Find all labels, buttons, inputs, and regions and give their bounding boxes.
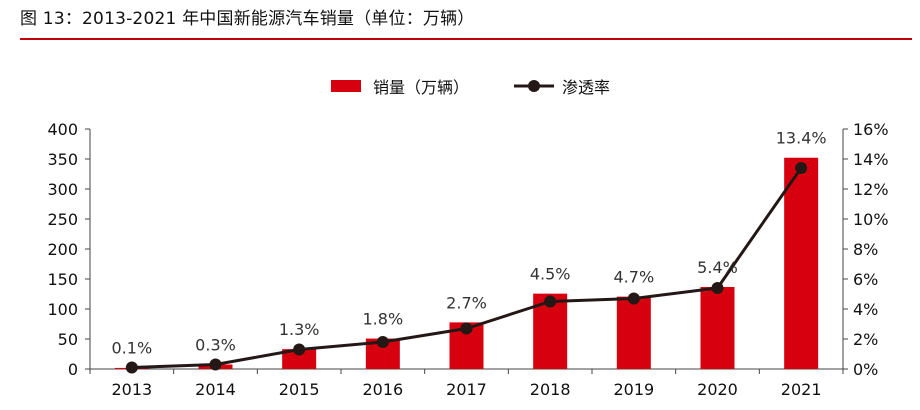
y-right-tick-label: 2%: [853, 330, 878, 349]
y-right-tick-label: 12%: [853, 180, 889, 199]
y-right-tick-label: 10%: [853, 210, 889, 229]
penetration-point-2021: [795, 162, 808, 174]
penetration-line-layer: [125, 162, 808, 374]
penetration-label-2019: 4.7%: [614, 268, 655, 287]
penetration-point-2016: [376, 336, 389, 348]
y-left-tick-label: 0: [68, 360, 78, 379]
x-tick-label: 2020: [697, 380, 738, 399]
y-left-tick-label: 150: [47, 270, 78, 289]
penetration-point-2020: [711, 282, 724, 294]
penetration-label-2015: 1.3%: [279, 320, 320, 339]
x-tick-label: 2015: [279, 380, 320, 399]
y-right-tick-label: 8%: [853, 240, 878, 259]
penetration-label-2013: 0.1%: [112, 339, 153, 358]
penetration-point-2013: [125, 361, 138, 374]
bar-sales-2015: [282, 349, 317, 369]
y-left-tick-label: 100: [47, 300, 78, 319]
x-tick-label: 2014: [195, 380, 236, 399]
penetration-label-2017: 2.7%: [446, 293, 487, 312]
x-tick-label: 2017: [446, 380, 487, 399]
y-right-tick-label: 14%: [853, 150, 889, 169]
legend: 销量（万辆） 渗透率: [331, 78, 610, 97]
legend-label-penetration: 渗透率: [562, 78, 610, 97]
x-tick-label: 2019: [613, 380, 654, 399]
y-left-tick-label: 400: [47, 120, 78, 139]
legend-label-sales: 销量（万辆）: [373, 78, 469, 97]
penetration-point-2018: [544, 295, 557, 308]
penetration-point-2014: [209, 358, 222, 371]
y-right-tick-label: 0%: [853, 360, 878, 379]
legend-marker-penetration: [528, 80, 540, 92]
y-left-tick-label: 50: [58, 330, 78, 349]
legend-swatch-sales: [331, 80, 361, 92]
penetration-label-2014: 0.3%: [195, 336, 236, 355]
figure-title: 图 13：2013-2021 年中国新能源汽车销量（单位：万辆）: [20, 9, 475, 29]
y-left-tick-label: 200: [47, 240, 78, 259]
y-left-tick-label: 250: [47, 210, 78, 229]
penetration-label-2020: 5.4%: [697, 258, 738, 277]
y-left-tick-label: 300: [47, 180, 78, 199]
bar-sales-2020: [700, 286, 735, 369]
penetration-point-2015: [293, 343, 306, 356]
penetration-label-2016: 1.8%: [363, 310, 404, 329]
bar-sales-2021: [784, 157, 819, 369]
bar-sales-2019: [616, 296, 651, 369]
y-left-tick-label: 350: [47, 150, 78, 169]
penetration-label-2018: 4.5%: [530, 265, 571, 284]
penetration-point-2017: [460, 322, 473, 335]
x-tick-label: 2016: [362, 380, 403, 399]
title-rule: [20, 38, 912, 40]
x-tick-label: 2021: [781, 380, 822, 399]
y-right-tick-label: 16%: [853, 120, 889, 139]
penetration-label-2021: 13.4%: [776, 129, 827, 148]
axes: 0 50 100 150 200 250 300 350 400 0% 2% 4% 6% 8% 10% 12%…: [47, 120, 888, 399]
penetration-point-2019: [627, 292, 640, 305]
y-right-tick-label: 4%: [853, 300, 878, 319]
data-labels: 0.1% 0.3% 1.3% 1.8% 2.7% 4.5% 4.7% 5.4% 13.4%: [112, 129, 827, 358]
x-tick-label: 2013: [111, 380, 152, 399]
y-right-tick-label: 6%: [853, 270, 878, 289]
x-tick-label: 2018: [530, 380, 571, 399]
